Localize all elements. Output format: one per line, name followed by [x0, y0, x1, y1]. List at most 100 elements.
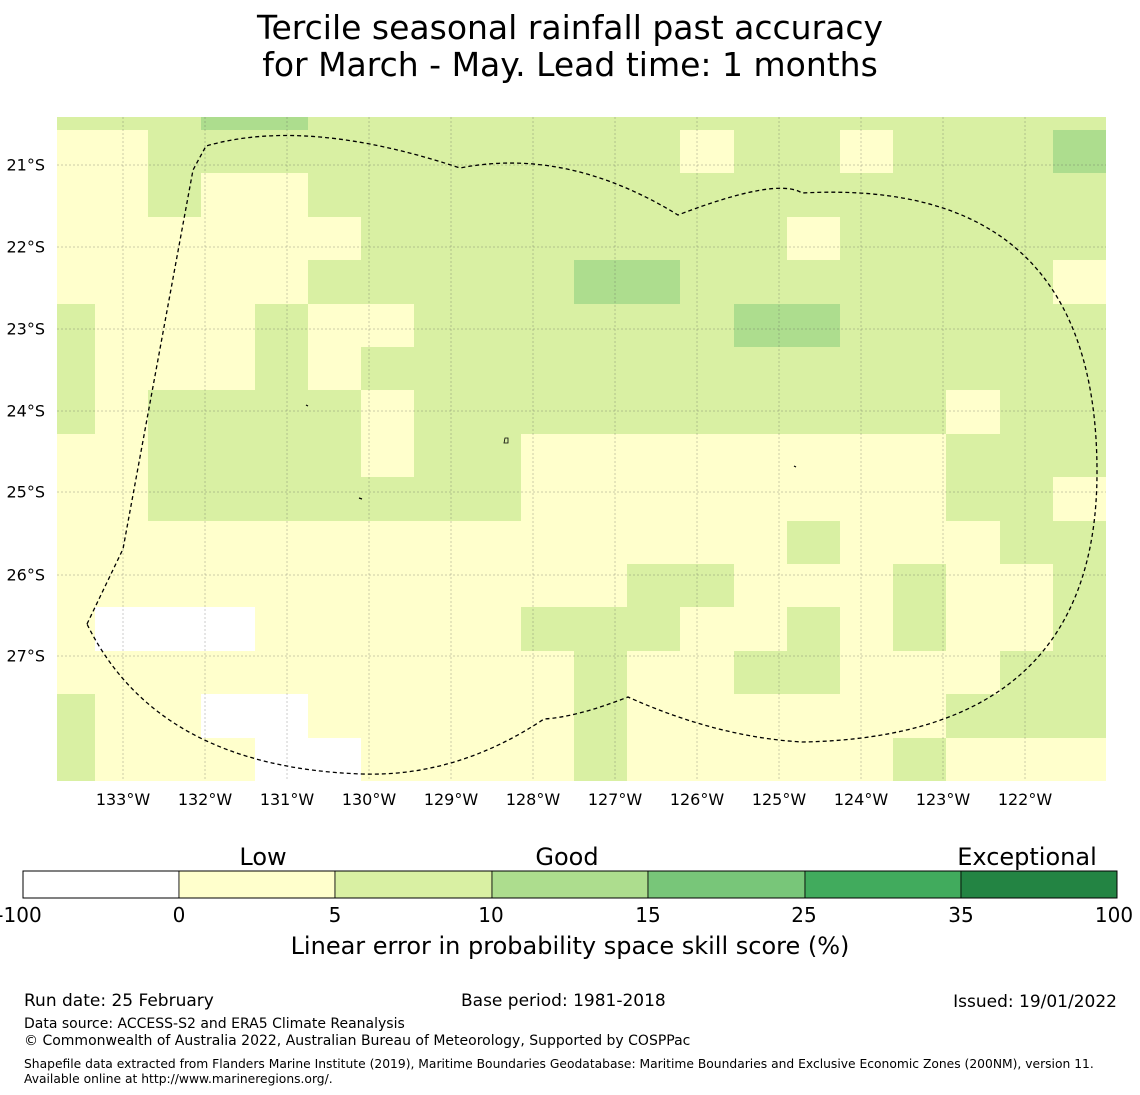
grid-cell	[893, 217, 946, 260]
grid-cell	[627, 173, 680, 217]
lat-tick-label: 27°S	[6, 646, 45, 666]
grid-cell	[467, 477, 521, 521]
data-source: Data source: ACCESS-S2 and ERA5 Climate …	[24, 1016, 405, 1032]
grid-cell	[414, 738, 467, 781]
grid-cell	[787, 304, 840, 347]
grid-cell	[255, 607, 308, 651]
grid-cell	[255, 694, 308, 738]
grid-cell	[57, 347, 95, 390]
grid-cell	[467, 521, 521, 564]
grid-cell	[787, 651, 840, 694]
grid-cell	[521, 738, 574, 781]
grid-cell	[57, 434, 95, 477]
grid-cell	[787, 477, 840, 521]
grid-cell	[1053, 694, 1106, 738]
grid-cell	[148, 651, 201, 694]
grid-cell	[787, 390, 840, 434]
grid-cell	[521, 347, 574, 390]
grid-cell	[467, 564, 521, 607]
lon-tick-label: 132°W	[177, 790, 233, 809]
grid-cell	[414, 434, 467, 477]
grid-cell	[414, 304, 467, 347]
colorbar-tick: 35	[948, 903, 974, 927]
grid-cell	[148, 434, 201, 477]
grid-cell	[574, 173, 627, 217]
grid-cell	[893, 434, 946, 477]
grid-cell	[361, 347, 414, 390]
grid-cell	[414, 130, 467, 173]
copyright: © Commonwealth of Australia 2022, Austra…	[24, 1033, 691, 1049]
grid-cell	[946, 117, 1000, 130]
grid-cell	[627, 477, 680, 521]
island-marker	[503, 437, 509, 444]
grid-cell	[521, 260, 574, 304]
grid-cell	[521, 390, 574, 434]
grid-cell	[787, 521, 840, 564]
grid-cell	[521, 217, 574, 260]
grid-cell	[414, 521, 467, 564]
grid-cell	[1000, 477, 1053, 521]
grid-cell	[787, 694, 840, 738]
grid-cell	[255, 521, 308, 564]
grid-cell	[201, 217, 255, 260]
colorbar-swatches	[22, 870, 1118, 899]
grid-cell	[734, 117, 787, 130]
grid-cell	[840, 477, 893, 521]
colorbar-tick: -100	[0, 903, 42, 927]
grid-cell	[787, 173, 840, 217]
grid-cell	[840, 694, 893, 738]
grid-cell	[840, 117, 893, 130]
grid-cell	[627, 304, 680, 347]
grid-cell	[734, 173, 787, 217]
grid-cell	[627, 130, 680, 173]
grid-cell	[840, 130, 893, 173]
grid-cell	[946, 217, 1000, 260]
island-marker	[793, 465, 797, 468]
grid-cell	[521, 117, 574, 130]
lon-tick-label: 133°W	[95, 790, 151, 809]
grid-cell	[1053, 130, 1106, 173]
grid-cell	[840, 304, 893, 347]
grid-cell	[680, 477, 734, 521]
grid-cell	[95, 607, 148, 651]
grid-cell	[201, 434, 255, 477]
grid-cell	[57, 694, 95, 738]
grid-cell	[467, 738, 521, 781]
colorbar-swatch	[647, 870, 806, 899]
grid-cell	[734, 607, 787, 651]
grid-cell	[308, 738, 361, 781]
grid-cell	[521, 173, 574, 217]
grid-cell	[893, 117, 946, 130]
grid-cell	[946, 607, 1000, 651]
colorbar-tick: 5	[328, 903, 342, 927]
shapefile-note: Shapefile data extracted from Flanders M…	[24, 1057, 1094, 1086]
grid-cell	[627, 694, 680, 738]
grid-cell	[414, 347, 467, 390]
grid-cell	[308, 694, 361, 738]
lon-tick-label: 123°W	[915, 790, 971, 809]
grid-cell	[1053, 304, 1106, 347]
grid-cell	[1000, 217, 1053, 260]
grid-cell	[840, 434, 893, 477]
grid-cell	[627, 217, 680, 260]
grid-cell	[680, 217, 734, 260]
grid-cell	[734, 738, 787, 781]
grid-cell	[201, 130, 255, 173]
grid-cell	[361, 260, 414, 304]
grid-cell	[1053, 607, 1106, 651]
colorbar-swatch	[22, 870, 180, 899]
grid-cell	[680, 304, 734, 347]
lon-tick-label: 131°W	[259, 790, 315, 809]
chart-title-line2: for March - May. Lead time: 1 months	[262, 45, 878, 84]
grid-cell	[57, 521, 95, 564]
grid-cell	[308, 434, 361, 477]
skill-grid	[57, 117, 1106, 781]
grid-cell	[734, 477, 787, 521]
grid-cell	[361, 117, 414, 130]
grid-cell	[787, 434, 840, 477]
lon-tick-label: 130°W	[341, 790, 397, 809]
grid-cell	[1000, 347, 1053, 390]
grid-cell	[893, 564, 946, 607]
grid-cell	[467, 607, 521, 651]
grid-cell	[574, 651, 627, 694]
